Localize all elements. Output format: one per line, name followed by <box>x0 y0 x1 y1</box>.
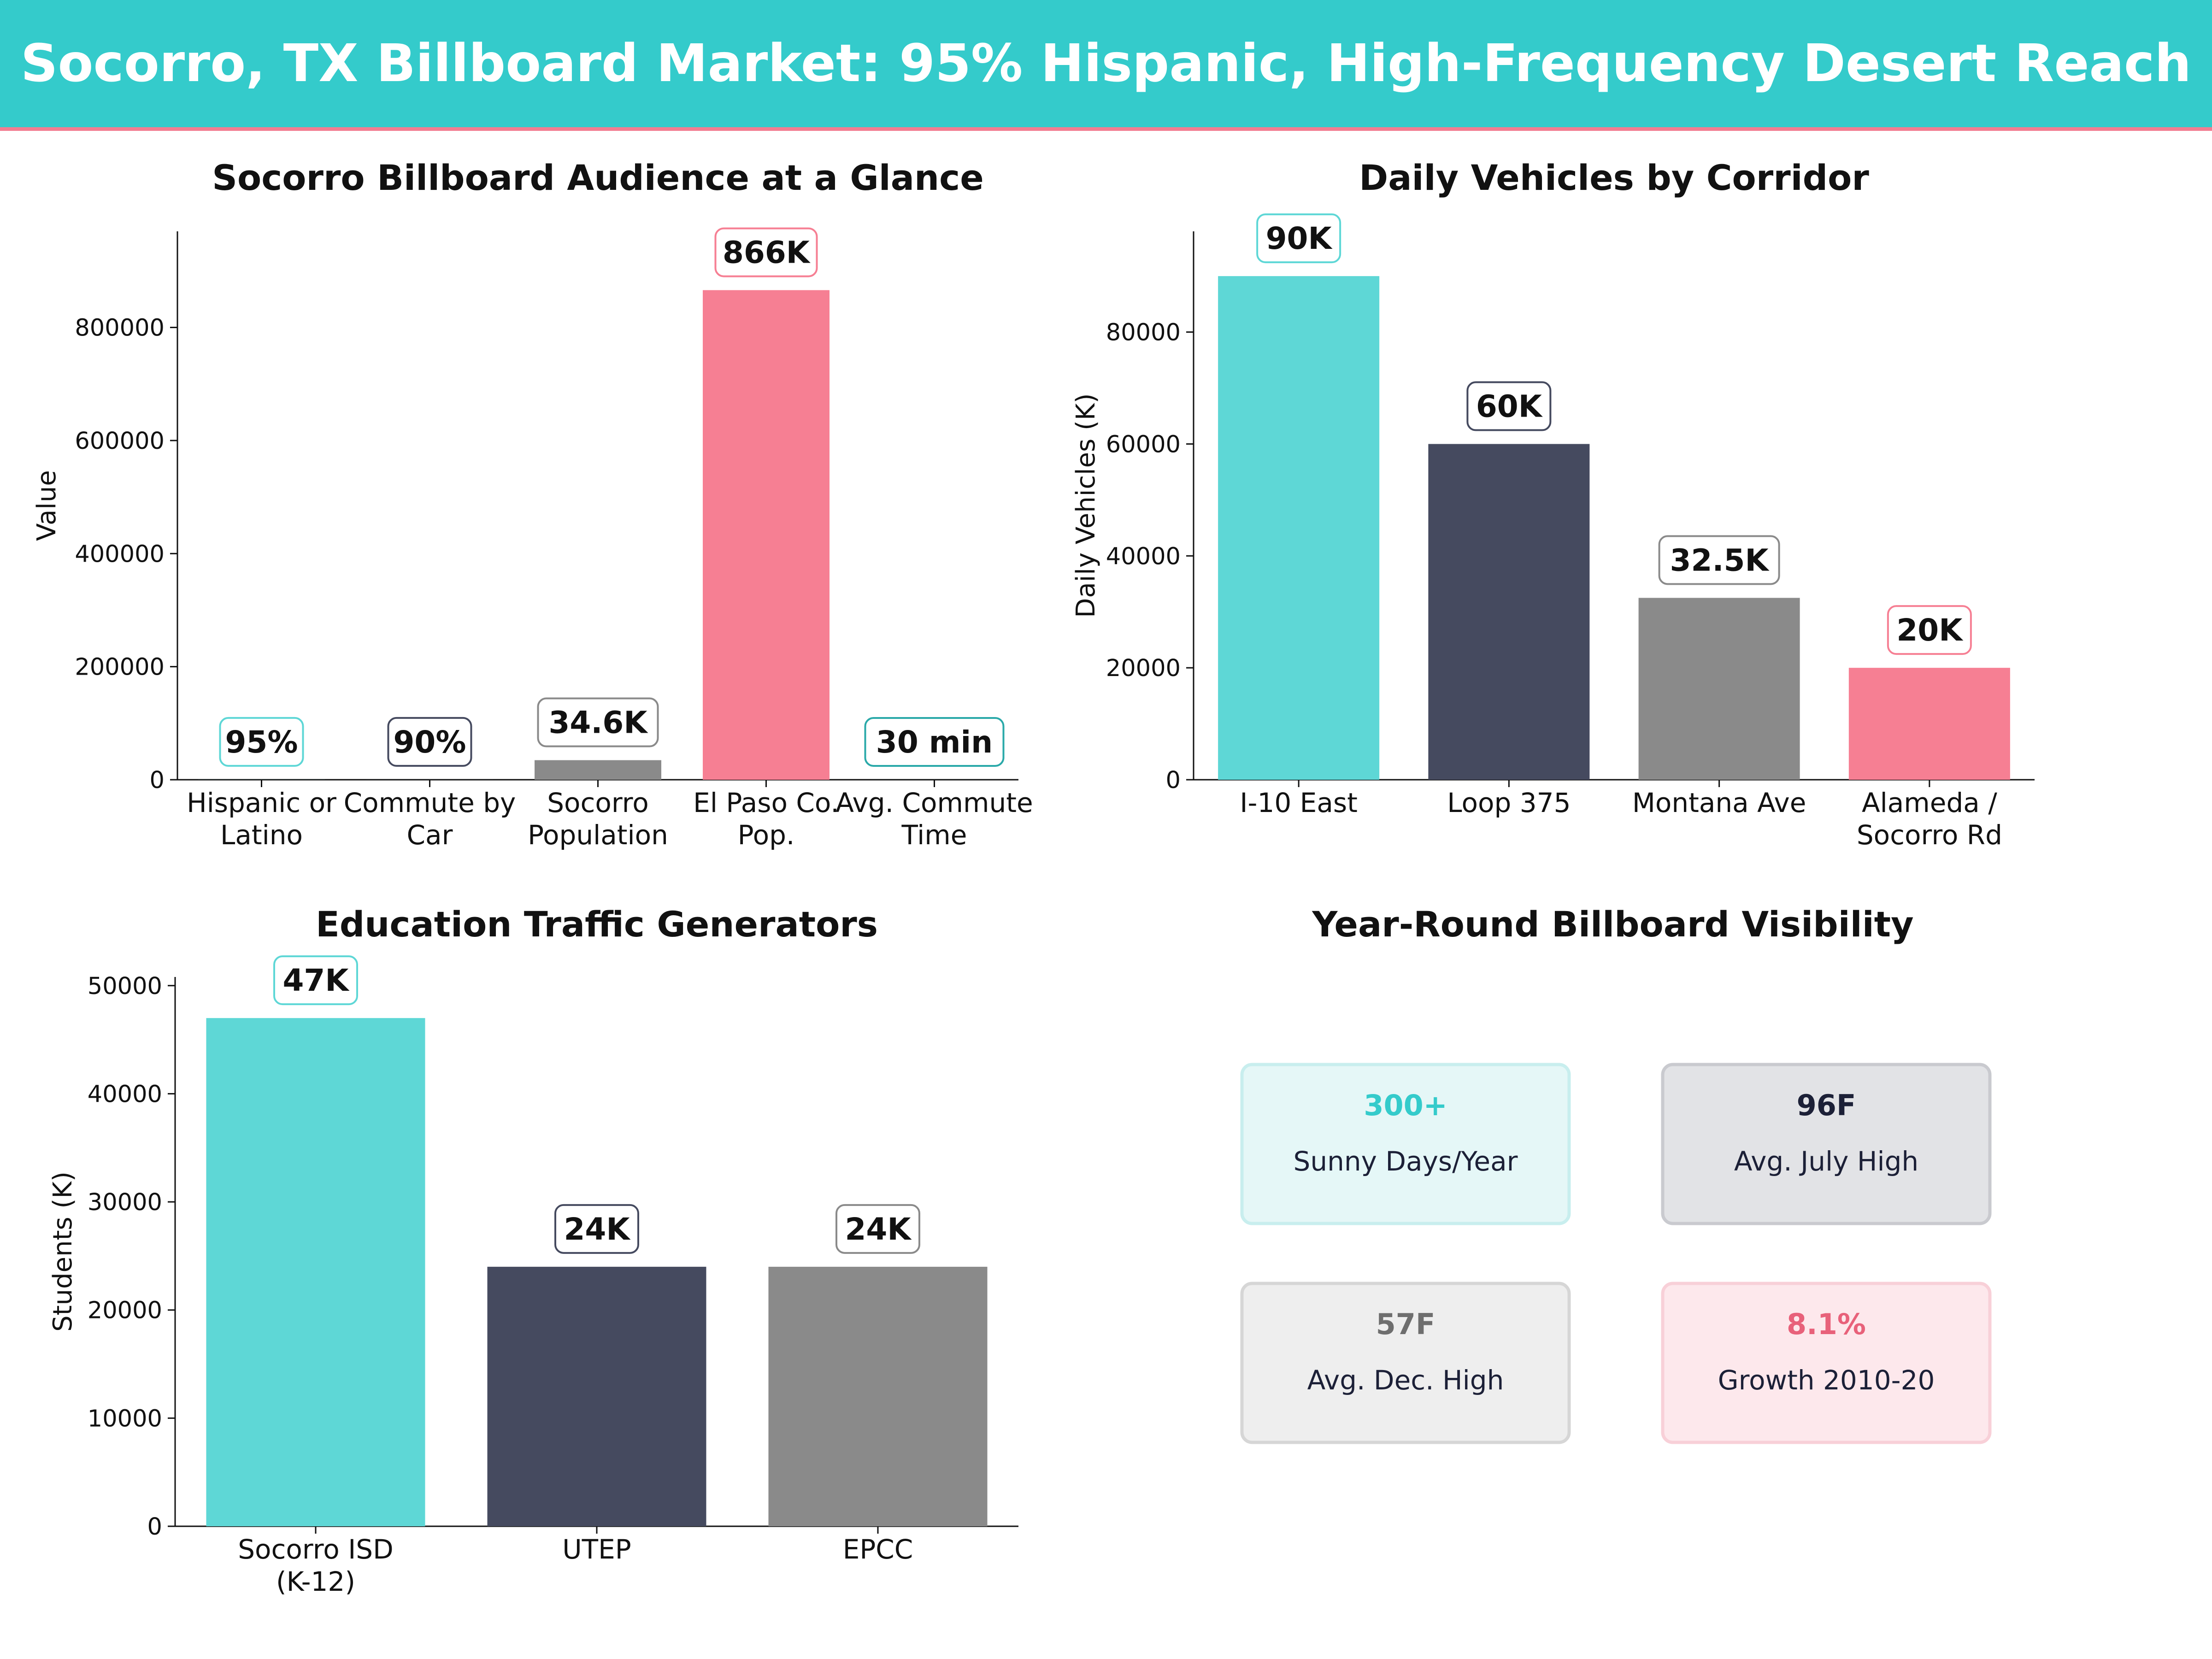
data-label: 30 min <box>876 724 993 760</box>
x-tick-label: UTEP <box>562 1534 631 1565</box>
x-tick-label: Montana Ave <box>1632 787 1806 818</box>
y-tick-label: 400000 <box>75 541 165 568</box>
stat-value: 57F <box>1376 1307 1435 1341</box>
chart-title: Education Traffic Generators <box>316 904 878 945</box>
y-tick-label: 0 <box>147 1513 162 1541</box>
x-tick-label: Hispanic or <box>187 787 336 818</box>
stat-value: 96F <box>1797 1088 1856 1122</box>
stat-value: 300+ <box>1364 1088 1447 1122</box>
data-label: 34.6K <box>549 705 649 741</box>
stat-label: Sunny Days/Year <box>1294 1146 1518 1177</box>
x-tick-label: Time <box>901 819 967 851</box>
data-label-box <box>554 1204 639 1254</box>
stat-card <box>1661 1282 1992 1444</box>
visibility-title: Year-Round Billboard Visibility <box>1312 904 1913 945</box>
y-tick-label: 40000 <box>88 1081 162 1108</box>
stat-card <box>1661 1063 1992 1225</box>
y-axis-label: Students (K) <box>48 1171 78 1332</box>
data-label-box <box>835 1204 920 1254</box>
y-tick-label: 20000 <box>1106 655 1181 682</box>
x-tick-label: Alameda / <box>1862 787 1997 818</box>
x-tick-label: Pop. <box>738 819 795 851</box>
visibility-stat-panel: Year-Round Billboard Visibility 300+ Sunny… <box>1240 904 1992 1444</box>
chart-title: Socorro Billboard Audience at a Glance <box>212 157 984 198</box>
data-label-box <box>714 227 818 277</box>
data-label: 866K <box>723 235 811 271</box>
y-tick-label: 80000 <box>1106 319 1181 347</box>
data-label-box <box>1466 381 1552 431</box>
bar <box>1428 444 1590 780</box>
y-tick-label: 30000 <box>88 1189 162 1216</box>
stat-card <box>1240 1063 1571 1225</box>
x-tick-label: Socorro Rd <box>1857 819 2002 851</box>
y-tick-label: 40000 <box>1106 543 1181 570</box>
corridor-bar-chart: Daily Vehicles by Corridor Daily Vehicles… <box>1071 157 2035 851</box>
data-label-box <box>219 717 304 767</box>
data-label: 47K <box>283 963 350 998</box>
x-tick-label: Loop 375 <box>1447 787 1571 818</box>
data-label-box <box>387 717 472 767</box>
data-label: 24K <box>845 1212 912 1247</box>
x-tick-label: I-10 East <box>1240 787 1357 818</box>
audience-bar-chart: Socorro Billboard Audience at a Glance Va… <box>32 157 1033 851</box>
bar <box>768 1266 988 1526</box>
y-axis-label: Daily Vehicles (K) <box>1071 393 1101 618</box>
bar <box>1638 598 1800 780</box>
x-tick-label: Latino <box>220 819 303 851</box>
data-label-box <box>1658 535 1780 585</box>
header-banner: Socorro, TX Billboard Market: 95% Hispan… <box>0 0 2212 131</box>
x-tick-label: Socorro <box>547 787 649 818</box>
stat-label: Avg. Dec. High <box>1307 1365 1504 1396</box>
x-tick-label: Socorro ISD <box>238 1534 394 1565</box>
x-tick-label: Commute by <box>344 787 516 818</box>
y-tick-label: 60000 <box>1106 431 1181 458</box>
data-label-box <box>1887 605 1972 655</box>
data-label: 32.5K <box>1670 542 1770 578</box>
y-tick-label: 50000 <box>88 973 162 1000</box>
bar <box>1848 668 2010 780</box>
bar <box>206 1018 425 1526</box>
bar <box>535 760 661 780</box>
y-tick-label: 600000 <box>75 428 165 455</box>
y-tick-label: 0 <box>1166 767 1181 794</box>
data-label-box <box>273 955 358 1006</box>
bar <box>1218 276 1380 780</box>
stat-label: Growth 2010-20 <box>1718 1365 1935 1396</box>
bar <box>703 290 830 780</box>
y-tick-label: 10000 <box>88 1405 162 1432</box>
education-bar-chart: Education Traffic Generators Students (K)… <box>48 904 1018 1597</box>
y-tick-label: 0 <box>150 767 165 794</box>
data-label: 90% <box>394 724 466 760</box>
data-label-box <box>1256 213 1341 264</box>
bar <box>487 1266 706 1526</box>
data-label: 60K <box>1476 388 1543 424</box>
data-label: 24K <box>564 1212 631 1247</box>
data-label-box <box>537 697 659 747</box>
y-tick-label: 200000 <box>75 654 165 681</box>
chart-title: Daily Vehicles by Corridor <box>1359 157 1869 198</box>
y-tick-label: 20000 <box>88 1297 162 1324</box>
data-label: 90K <box>1266 221 1333 256</box>
x-tick-label: EPCC <box>843 1534 913 1565</box>
data-label-box <box>864 717 1005 767</box>
page-title: Socorro, TX Billboard Market: 95% Hispan… <box>20 34 2192 94</box>
stat-value: 8.1% <box>1787 1307 1866 1341</box>
x-tick-label: Avg. Commute <box>835 787 1033 818</box>
x-tick-label: Population <box>528 819 668 851</box>
y-axis-label: Value <box>32 470 62 541</box>
y-tick-label: 800000 <box>75 315 165 342</box>
data-label: 20K <box>1896 612 1964 648</box>
x-tick-label: El Paso Co. <box>693 787 839 818</box>
x-tick-label: (K-12) <box>276 1566 355 1597</box>
data-label: 95% <box>225 724 298 760</box>
stat-card <box>1240 1282 1571 1444</box>
x-tick-label: Car <box>407 819 453 851</box>
stat-label: Avg. July High <box>1734 1146 1918 1177</box>
